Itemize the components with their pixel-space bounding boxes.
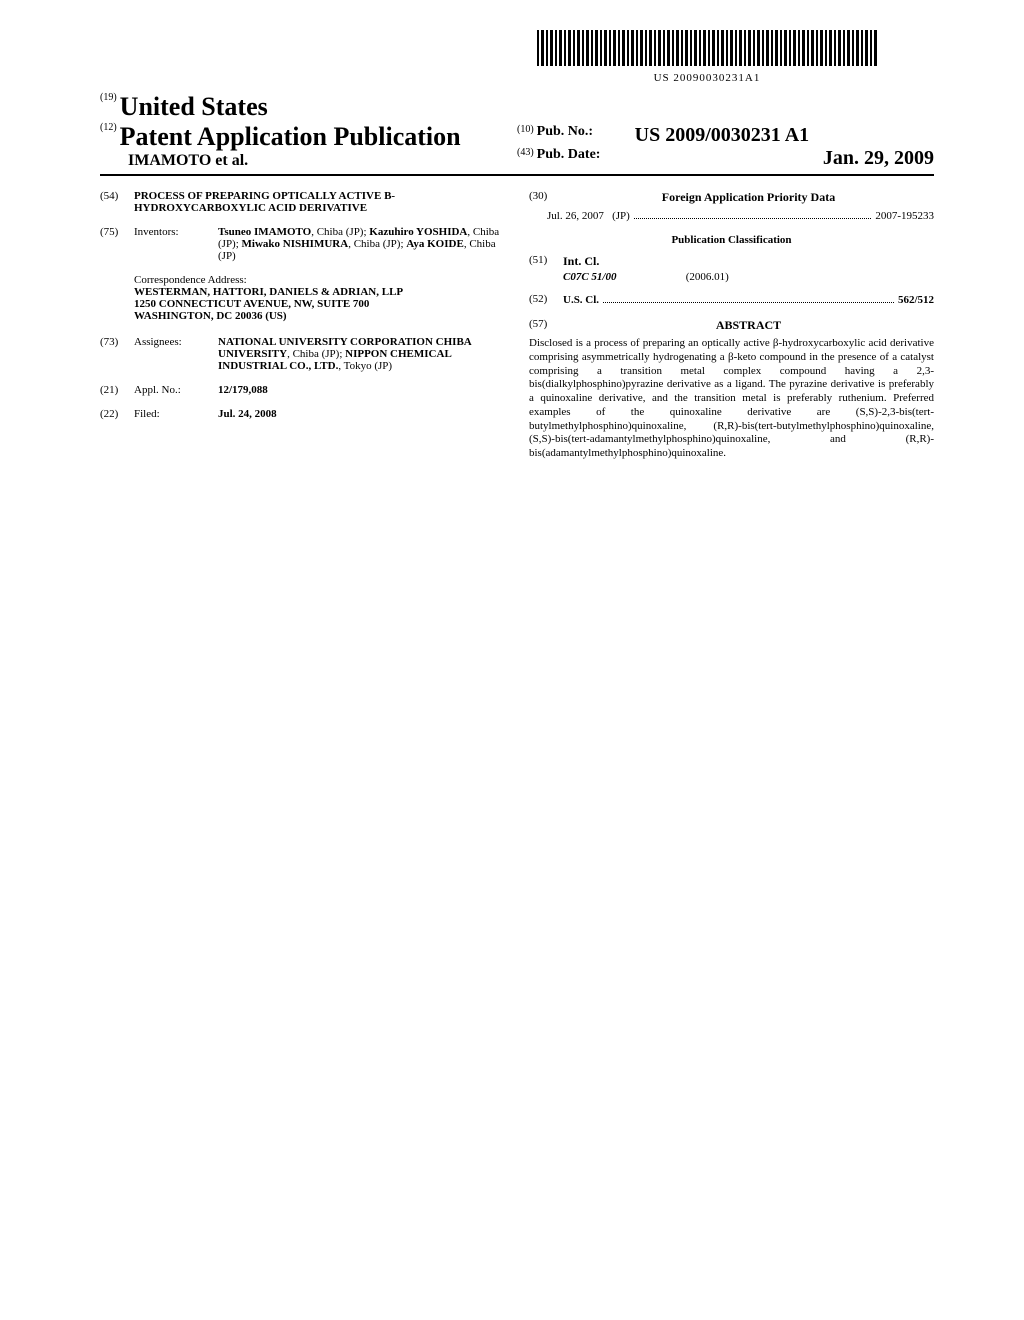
uscl-code: (52) [529,293,563,306]
intcl-year: (2006.01) [686,271,729,283]
applno-value: 12/179,088 [218,384,505,396]
dotted-leader [603,293,894,303]
barcode-region: US 20090030231A1 [480,30,934,84]
filed-label: Filed: [134,408,218,420]
foreign-date: Jul. 26, 2007 [547,210,604,222]
dotted-leader [634,209,872,219]
pub-no-label: Pub. No.: [537,124,629,147]
uscl-value: 562/512 [898,294,934,306]
assignees-code: (73) [100,336,134,372]
authors-line: IMAMOTO et al. [128,152,517,170]
intcl-code: (51) [529,254,563,269]
assignees-value: NATIONAL UNIVERSITY CORPORATION CHIBA UN… [218,336,505,372]
applno-label: Appl. No.: [134,384,218,396]
inventors-label: Inventors: [134,226,218,262]
pub-date-code: (43) [517,147,534,170]
correspondence-line1: WESTERMAN, HATTORI, DANIELS & ADRIAN, LL… [134,286,505,298]
foreign-code: (30) [529,190,563,205]
correspondence-line3: WASHINGTON, DC 20036 (US) [134,310,505,322]
foreign-num: 2007-195233 [875,210,934,222]
inventors-code: (75) [100,226,134,262]
applno-code: (21) [100,384,134,396]
abstract-text: Disclosed is a process of preparing an o… [529,337,934,461]
correspondence-line2: 1250 CONNECTICUT AVENUE, NW, SUITE 700 [134,298,505,310]
abstract-code: (57) [529,318,563,333]
filed-code: (22) [100,408,134,420]
header-block: (19) United States (12) Patent Applicati… [100,92,934,176]
abstract-label: ABSTRACT [563,318,934,333]
barcode-graphic [537,30,877,66]
intcl-label: Int. Cl. [563,254,599,269]
barcode-text: US 20090030231A1 [480,72,934,84]
title-code: (54) [100,190,134,214]
pubclass-heading: Publication Classification [529,234,934,246]
right-column: (30) Foreign Application Priority Data J… [529,190,934,461]
country-code: (19) [100,92,117,103]
publication-type: Patent Application Publication [120,122,461,151]
invention-title: PROCESS OF PREPARING OPTICALLY ACTIVE B-… [134,190,505,214]
left-column: (54) PROCESS OF PREPARING OPTICALLY ACTI… [100,190,505,461]
pub-no-code: (10) [517,124,534,147]
inventors-value: Tsuneo IMAMOTO, Chiba (JP); Kazuhiro YOS… [218,226,505,262]
pub-type-code: (12) [100,122,117,133]
correspondence-block: Correspondence Address: WESTERMAN, HATTO… [134,274,505,322]
foreign-heading: Foreign Application Priority Data [563,190,934,205]
main-columns: (54) PROCESS OF PREPARING OPTICALLY ACTI… [100,190,934,461]
pub-no: US 2009/0030231 A1 [635,124,809,147]
country: United States [120,92,268,121]
filed-value: Jul. 24, 2008 [218,408,505,420]
intcl-class: C07C 51/00 [563,271,683,283]
correspondence-label: Correspondence Address: [134,274,505,286]
foreign-country: (JP) [612,210,630,222]
uscl-label: U.S. Cl. [563,294,599,306]
pub-date: Jan. 29, 2009 [823,147,934,170]
pub-date-label: Pub. Date: [537,147,629,170]
assignees-label: Assignees: [134,336,218,372]
